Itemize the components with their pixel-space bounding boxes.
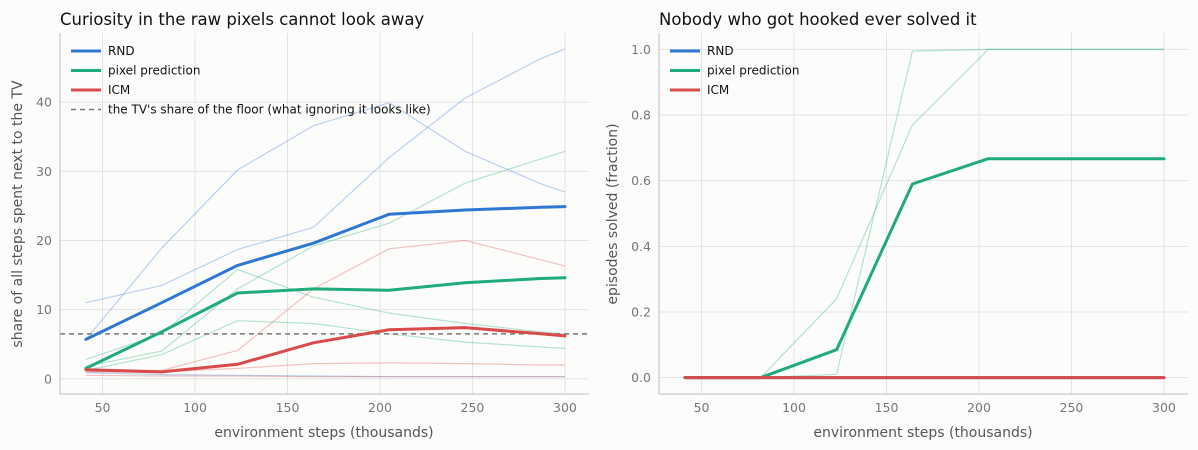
left-y-axis-label: share of all steps spent next to the TV [10, 80, 26, 348]
left-legend-label-the-tv-s-share-of-the-floor-wh: the TV's share of the floor (what ignori… [108, 103, 431, 117]
right-axes [658, 33, 1188, 395]
right-mean-series [683, 157, 1166, 380]
left-axes [59, 33, 589, 395]
left-x-axis-label: environment steps (thousands) [214, 425, 433, 441]
right-run-pixel-prediction-0 [684, 48, 1164, 379]
left-run-icm-8 [85, 374, 565, 378]
left-run-rnd-1 [85, 102, 566, 340]
left-y-tick-label-30: 30 [36, 164, 52, 179]
left-run-pixel-prediction-3 [85, 268, 566, 360]
right-y-tick-label-0-2: 0.2 [631, 304, 651, 319]
left-y-tick-label-20: 20 [36, 233, 52, 248]
right-grid [659, 33, 1188, 394]
left-legend-label-rnd: RND [108, 44, 135, 58]
left-y-tick-label-40: 40 [36, 95, 52, 110]
left-run-pixel-prediction-5 [85, 320, 566, 372]
left-mean-series [84, 205, 567, 374]
left-chart-title: Curiosity in the raw pixels cannot look … [60, 10, 424, 29]
left-legend-label-pixel-prediction: pixel prediction [108, 64, 200, 78]
right-legend-label-icm: ICM [707, 83, 729, 97]
left-x-tick-label-250: 250 [461, 400, 485, 415]
right-y-tick-label-0-4: 0.4 [631, 239, 651, 254]
left-y-tick-label-10: 10 [36, 302, 52, 317]
left-legend: RND pixel prediction ICM the TV's share of … [71, 44, 431, 117]
left-tick-labels: 50 100 150 200 250 300 0 10 20 30 40 [36, 95, 577, 415]
right-individual-runs [684, 48, 1164, 379]
right-chart-title: Nobody who got hooked ever solved it [659, 10, 977, 29]
left-series-pixel-prediction [84, 276, 567, 370]
right-legend: RND pixel prediction ICM [670, 44, 799, 97]
right-run-pixel-prediction-1 [684, 48, 1164, 379]
right-legend-label-rnd: RND [707, 44, 734, 58]
right-x-axis-label: environment steps (thousands) [813, 425, 1032, 441]
right-x-tick-label-200: 200 [967, 400, 991, 415]
right-legend-label-pixel-prediction: pixel prediction [707, 64, 799, 78]
left-run-rnd-0 [85, 48, 566, 304]
right-x-tick-label-300: 300 [1152, 400, 1176, 415]
left-series-icm [84, 326, 567, 374]
left-run-rnd-2 [85, 372, 565, 378]
right-y-tick-label-0: 0.0 [631, 370, 651, 385]
left-chart-panel: 50 100 150 200 250 300 0 10 20 30 40 Curiosity in … [10, 10, 589, 441]
right-tick-labels: 50 100 150 200 250 300 0.0 0.2 0.4 0.6 0.8 1.0 [631, 42, 1176, 415]
right-x-tick-label-150: 150 [875, 400, 899, 415]
left-x-tick-label-200: 200 [368, 400, 392, 415]
right-chart-panel: 50 100 150 200 250 300 0.0 0.2 0.4 0.6 0.8 1.0 Nobo… [605, 10, 1188, 441]
right-series-pixel-prediction [683, 157, 1166, 380]
left-legend-label-icm: ICM [108, 83, 130, 97]
left-x-tick-label-50: 50 [95, 400, 111, 415]
left-y-tick-label-0: 0 [44, 371, 52, 386]
right-y-tick-label-0-6: 0.6 [631, 173, 651, 188]
right-y-tick-label-1: 1.0 [631, 42, 651, 57]
right-y-axis-label: episodes solved (fraction) [605, 123, 621, 304]
right-x-tick-label-50: 50 [694, 400, 710, 415]
left-x-tick-label-150: 150 [276, 400, 300, 415]
right-x-tick-label-250: 250 [1060, 400, 1084, 415]
right-y-tick-label-0-8: 0.8 [631, 108, 651, 123]
left-x-tick-label-300: 300 [553, 400, 577, 415]
left-individual-runs [85, 48, 566, 378]
left-run-pixel-prediction-4 [85, 150, 566, 367]
right-x-tick-label-100: 100 [782, 400, 806, 415]
left-series-rnd [84, 205, 567, 341]
left-x-tick-label-100: 100 [183, 400, 207, 415]
left-run-icm-6 [85, 239, 566, 372]
